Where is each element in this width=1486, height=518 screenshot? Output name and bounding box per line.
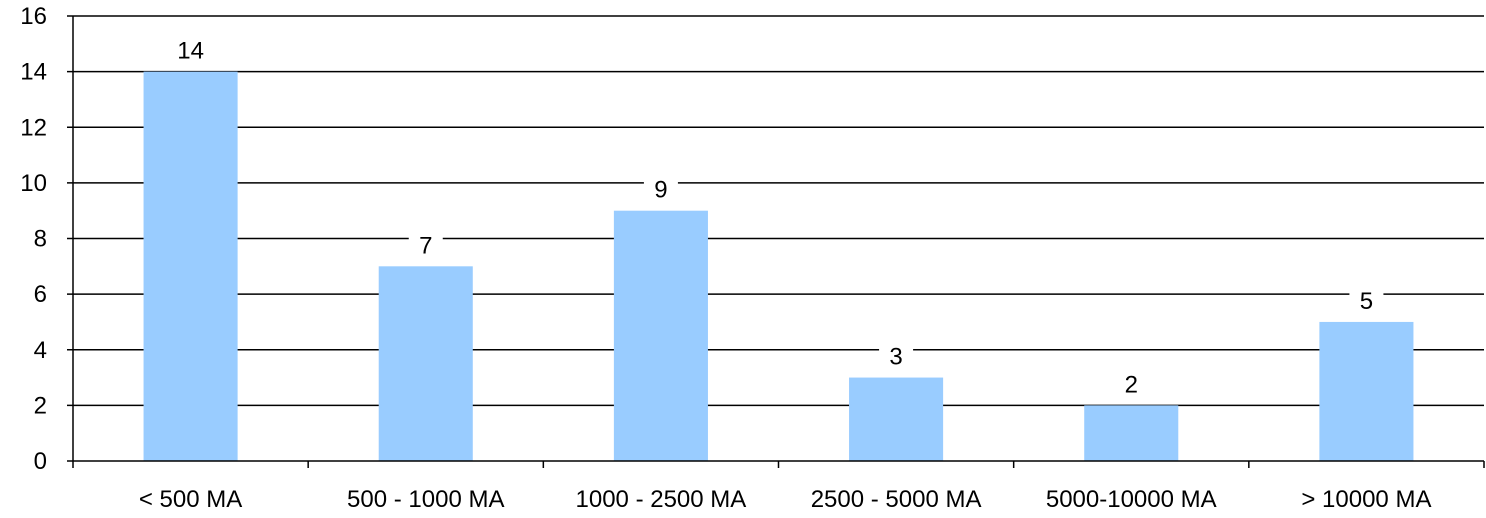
data-label-background [643,174,678,203]
data-label-background [166,35,215,64]
x-tick-label: 1000 - 2500 MA [576,486,747,513]
x-tick-label: < 500 MA [139,486,242,513]
bar [1319,321,1414,461]
bars [143,71,1414,461]
y-tick-label: 8 [34,226,47,253]
bar [1084,405,1179,461]
gridlines [73,15,1484,407]
data-label-background [408,230,443,259]
data-label-background [1349,285,1384,314]
data-label: 2 [1125,371,1138,398]
x-tick-label: 2500 - 5000 MA [811,486,982,513]
data-label-background [1114,369,1149,398]
data-label: 3 [889,344,902,371]
y-tick-label: 6 [34,281,47,308]
data-labels: 14 7 9 3 2 5 [166,35,1384,398]
bar [143,71,238,461]
x-tick-label: 5000-10000 MA [1046,486,1217,513]
bar [378,266,473,461]
data-label: 5 [1360,288,1373,315]
data-label-background [879,341,914,370]
bar [849,377,944,461]
y-tick-label: 4 [34,337,47,364]
data-label: 7 [419,232,432,259]
y-tick-label: 10 [20,170,47,197]
y-tick-label: 0 [34,448,47,475]
bar [613,210,708,461]
y-tick-label: 12 [20,114,47,141]
data-label: 14 [177,38,204,65]
data-label: 9 [654,177,667,204]
y-tick-label: 14 [20,59,47,86]
x-tick-label: > 10000 MA [1301,486,1431,513]
y-tick-label: 2 [34,392,47,419]
axes: 0 2 4 6 8 10 12 14 16 < 500 MA 500 - 1000 MA 1000 -… [20,3,1485,513]
y-tick-label: 16 [20,3,47,30]
x-tick-label: 500 - 1000 MA [347,486,504,513]
